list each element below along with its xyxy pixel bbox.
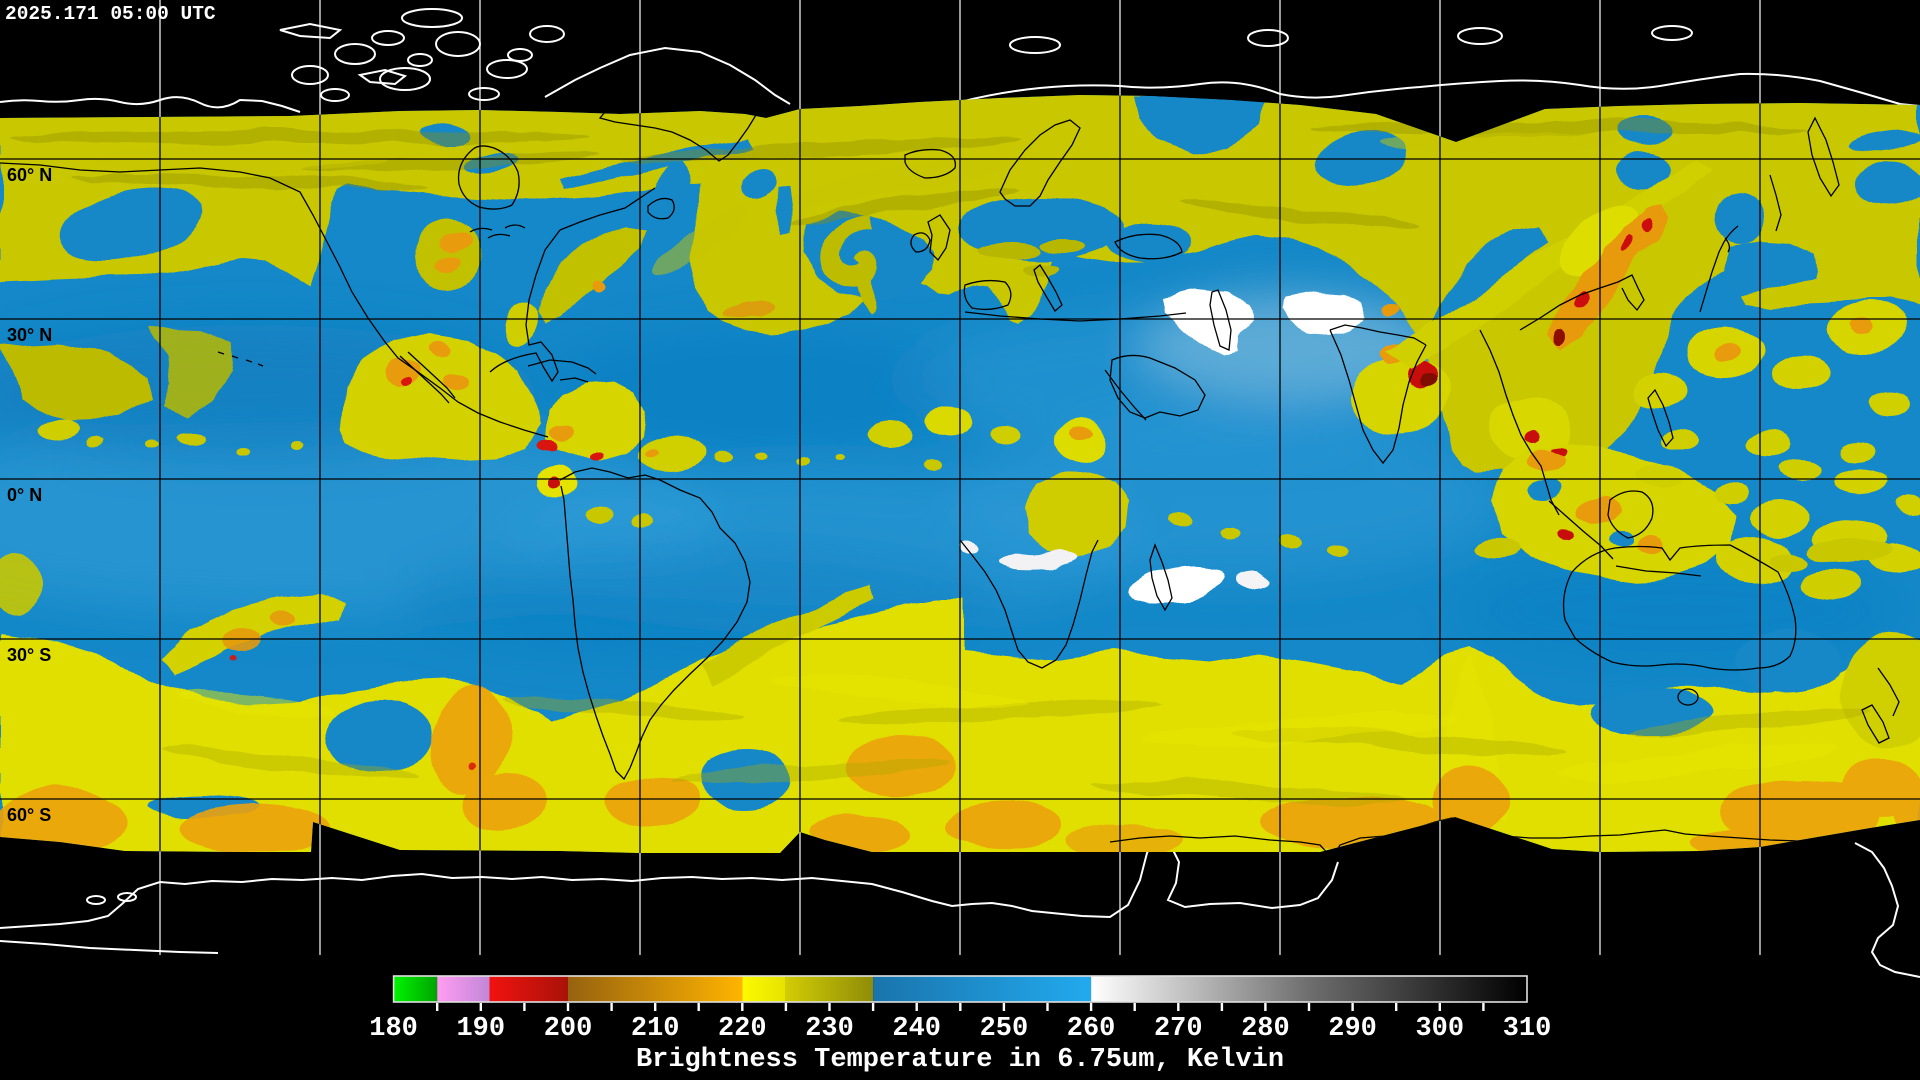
svg-text:300: 300 [1415, 1014, 1464, 1044]
svg-text:2025.171 05:00 UTC: 2025.171 05:00 UTC [5, 3, 216, 25]
svg-text:190: 190 [456, 1014, 505, 1044]
svg-text:240: 240 [892, 1014, 941, 1044]
svg-text:Brightness Temperature in 6.75: Brightness Temperature in 6.75um, Kelvin [636, 1045, 1284, 1075]
svg-text:60° S: 60° S [7, 805, 51, 825]
svg-text:310: 310 [1503, 1014, 1552, 1044]
svg-text:220: 220 [718, 1014, 767, 1044]
svg-text:280: 280 [1241, 1014, 1290, 1044]
svg-text:290: 290 [1328, 1014, 1377, 1044]
svg-text:250: 250 [980, 1014, 1029, 1044]
svg-text:30° S: 30° S [7, 645, 51, 665]
svg-text:0° N: 0° N [7, 485, 42, 505]
svg-text:230: 230 [805, 1014, 854, 1044]
svg-text:200: 200 [544, 1014, 593, 1044]
svg-text:60° N: 60° N [7, 165, 52, 185]
svg-text:180: 180 [369, 1014, 418, 1044]
svg-text:270: 270 [1154, 1014, 1203, 1044]
svg-text:30° N: 30° N [7, 325, 52, 345]
svg-text:260: 260 [1067, 1014, 1116, 1044]
svg-text:210: 210 [631, 1014, 680, 1044]
